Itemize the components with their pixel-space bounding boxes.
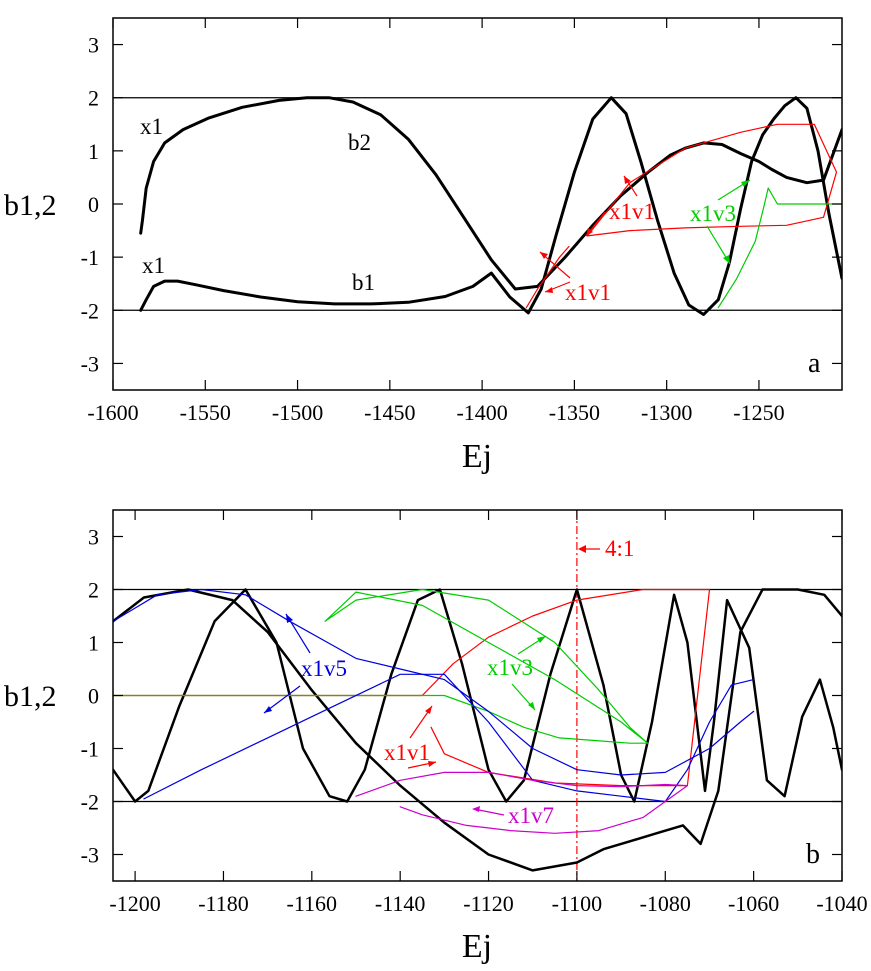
annotation-b-x1v1: x1v1 [384, 705, 437, 769]
panel-a-x-tick-label-7: -1250 [733, 400, 784, 425]
panel-a-y-axis-label: b1,2 [4, 189, 57, 222]
panel-b-ticks: -1200 -1180 -1160 -1140 -1120 -1100 -1080 -1060… [81, 510, 868, 916]
panel-a-y-tick-label-1: -2 [81, 298, 99, 323]
annotation-b-x1v5: x1v5 [263, 613, 347, 714]
panel-a-plot-area [113, 96, 842, 316]
panel-a: -1600 -1550 -1500 -1450 -1400 -1350 -1300 -1250… [4, 17, 843, 475]
annotation-b-x1v5-text: x1v5 [301, 656, 347, 681]
annotation-b-x1v3: x1v3 [487, 635, 547, 711]
panel-b-x-tick-label-2: -1160 [287, 891, 338, 916]
label-b1: b1 [352, 270, 375, 295]
panel-b-y-tick-label-3: 0 [88, 684, 99, 709]
panel-a-ticks: -1600 -1550 -1500 -1450 -1400 -1350 -1300 -1250… [81, 18, 842, 425]
panel-b-plot-area [113, 510, 842, 881]
panel-a-y-tick-label-6: 3 [88, 33, 99, 58]
panel-a-series-4 [717, 187, 842, 309]
panel-a-letter: a [808, 348, 821, 379]
panel-a-y-tick-label-5: 2 [88, 86, 99, 111]
panel-b-series-0 [113, 588, 842, 803]
panel-b-y-tick-label-5: 2 [88, 578, 99, 603]
label-x1-upper: x1 [140, 114, 163, 139]
panel-a-y-tick-label-4: 1 [88, 139, 99, 164]
panel-b-x-tick-label-3: -1140 [375, 891, 426, 916]
annotation-b-4-1-text: 4:1 [605, 536, 634, 561]
panel-b-x-tick-label-0: -1200 [109, 891, 160, 916]
panel-b-series-1 [113, 588, 842, 872]
panel-b-y-tick-label-2: -1 [81, 737, 99, 762]
panel-a-x-tick-label-5: -1350 [549, 400, 600, 425]
label-x1-lower: x1 [142, 253, 165, 278]
annotation-a-x1v1-lower-text: x1v1 [565, 280, 611, 305]
annotation-a-x1v3-text: x1v3 [690, 201, 736, 226]
annotation-b-x1v7: x1v7 [472, 803, 554, 828]
panel-b-x-tick-label-4: -1120 [463, 891, 514, 916]
annotation-b-x1v3-text: x1v3 [487, 655, 533, 680]
panel-a-x-tick-label-2: -1500 [272, 400, 323, 425]
panel-a-series-1 [139, 96, 842, 316]
panel-b-series-3 [113, 588, 649, 744]
panel-b-y-tick-label-0: -3 [81, 843, 99, 868]
panel-a-x-tick-label-3: -1450 [364, 400, 415, 425]
panel-a-y-tick-label-3: 0 [88, 192, 99, 217]
panel-b-x-axis-label: Ej [462, 928, 492, 965]
annotation-b-4-1: 4:1 [578, 536, 634, 561]
panel-b-y-tick-label-4: 1 [88, 631, 99, 656]
panel-b-letter: b [806, 839, 820, 870]
panel-a-x-tick-label-1: -1550 [180, 400, 231, 425]
panel-b-x-tick-label-1: -1180 [198, 891, 249, 916]
panel-a-x-tick-label-0: -1600 [87, 400, 138, 425]
panel-b-series-5 [143, 673, 755, 803]
panel-a-series-2 [525, 245, 570, 309]
panel-b-series-4 [113, 588, 755, 776]
panel-a-series-0 [139, 96, 842, 291]
annotation-b-x1v7-text: x1v7 [508, 803, 554, 828]
panel-b: -1200 -1180 -1160 -1140 -1120 -1100 -1080 -1060… [4, 509, 868, 965]
panel-a-x-tick-label-4: -1400 [456, 400, 507, 425]
annotation-b-x1v1-text: x1v1 [384, 740, 430, 765]
panel-a-y-tick-label-2: -1 [81, 245, 99, 270]
panel-a-series-3 [586, 123, 838, 237]
panel-b-series-6 [355, 771, 688, 834]
panel-a-x-axis-label: Ej [462, 438, 492, 475]
annotation-a-x1v3: x1v3 [690, 179, 751, 265]
panel-b-x-tick-label-5: -1100 [552, 891, 603, 916]
panel-b-y-tick-label-6: 3 [88, 525, 99, 550]
label-b2: b2 [348, 130, 371, 155]
panel-a-x-tick-label-6: -1300 [641, 400, 692, 425]
panel-b-x-tick-label-8: -1040 [816, 891, 867, 916]
annotation-a-x1v1-lower: x1v1 [539, 251, 611, 305]
panel-a-y-tick-label-0: -3 [81, 351, 99, 376]
panel-b-y-tick-label-1: -2 [81, 790, 99, 815]
annotation-a-x1v1-upper: x1v1 [585, 175, 655, 237]
panel-b-x-tick-label-7: -1060 [728, 891, 779, 916]
panel-b-x-tick-label-6: -1080 [640, 891, 691, 916]
annotation-a-x1v1-upper-text: x1v1 [609, 199, 655, 224]
panel-b-y-axis-label: b1,2 [4, 680, 57, 713]
